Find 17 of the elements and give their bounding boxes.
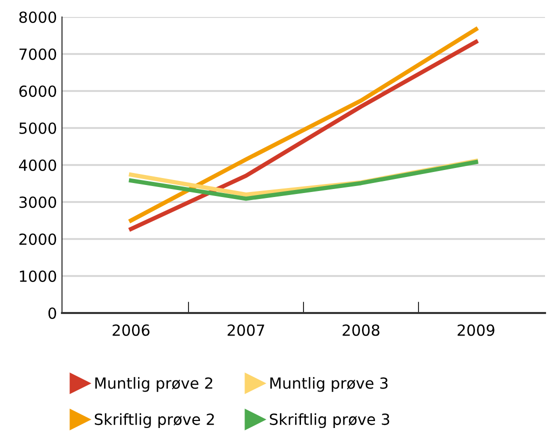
legend-label: Muntlig prøve 2	[95, 377, 212, 392]
y-tick-label: 3000	[19, 196, 56, 208]
x-tick-label: 2006	[112, 324, 150, 336]
x-tick-label: 2007	[228, 324, 264, 336]
legend-label: Skriftlig prøve 3	[270, 413, 390, 428]
legend-label: Muntlig prøve 3	[270, 377, 388, 392]
y-tick-label: 4000	[19, 159, 56, 172]
y-tick-label: 0	[48, 307, 56, 320]
y-tick-label: 7000	[20, 48, 56, 60]
y-tick-label: 8000	[19, 11, 56, 24]
y-tick-label: 1000	[20, 270, 56, 282]
y-tick-label: 5000	[19, 122, 56, 134]
x-tick-label: 2009	[458, 324, 494, 336]
legend-label: Skriftlig prøve 2	[94, 413, 214, 428]
y-tick-label: 2000	[19, 233, 56, 246]
y-tick-label: 6000	[19, 85, 56, 98]
x-tick-label: 2008	[342, 324, 380, 336]
